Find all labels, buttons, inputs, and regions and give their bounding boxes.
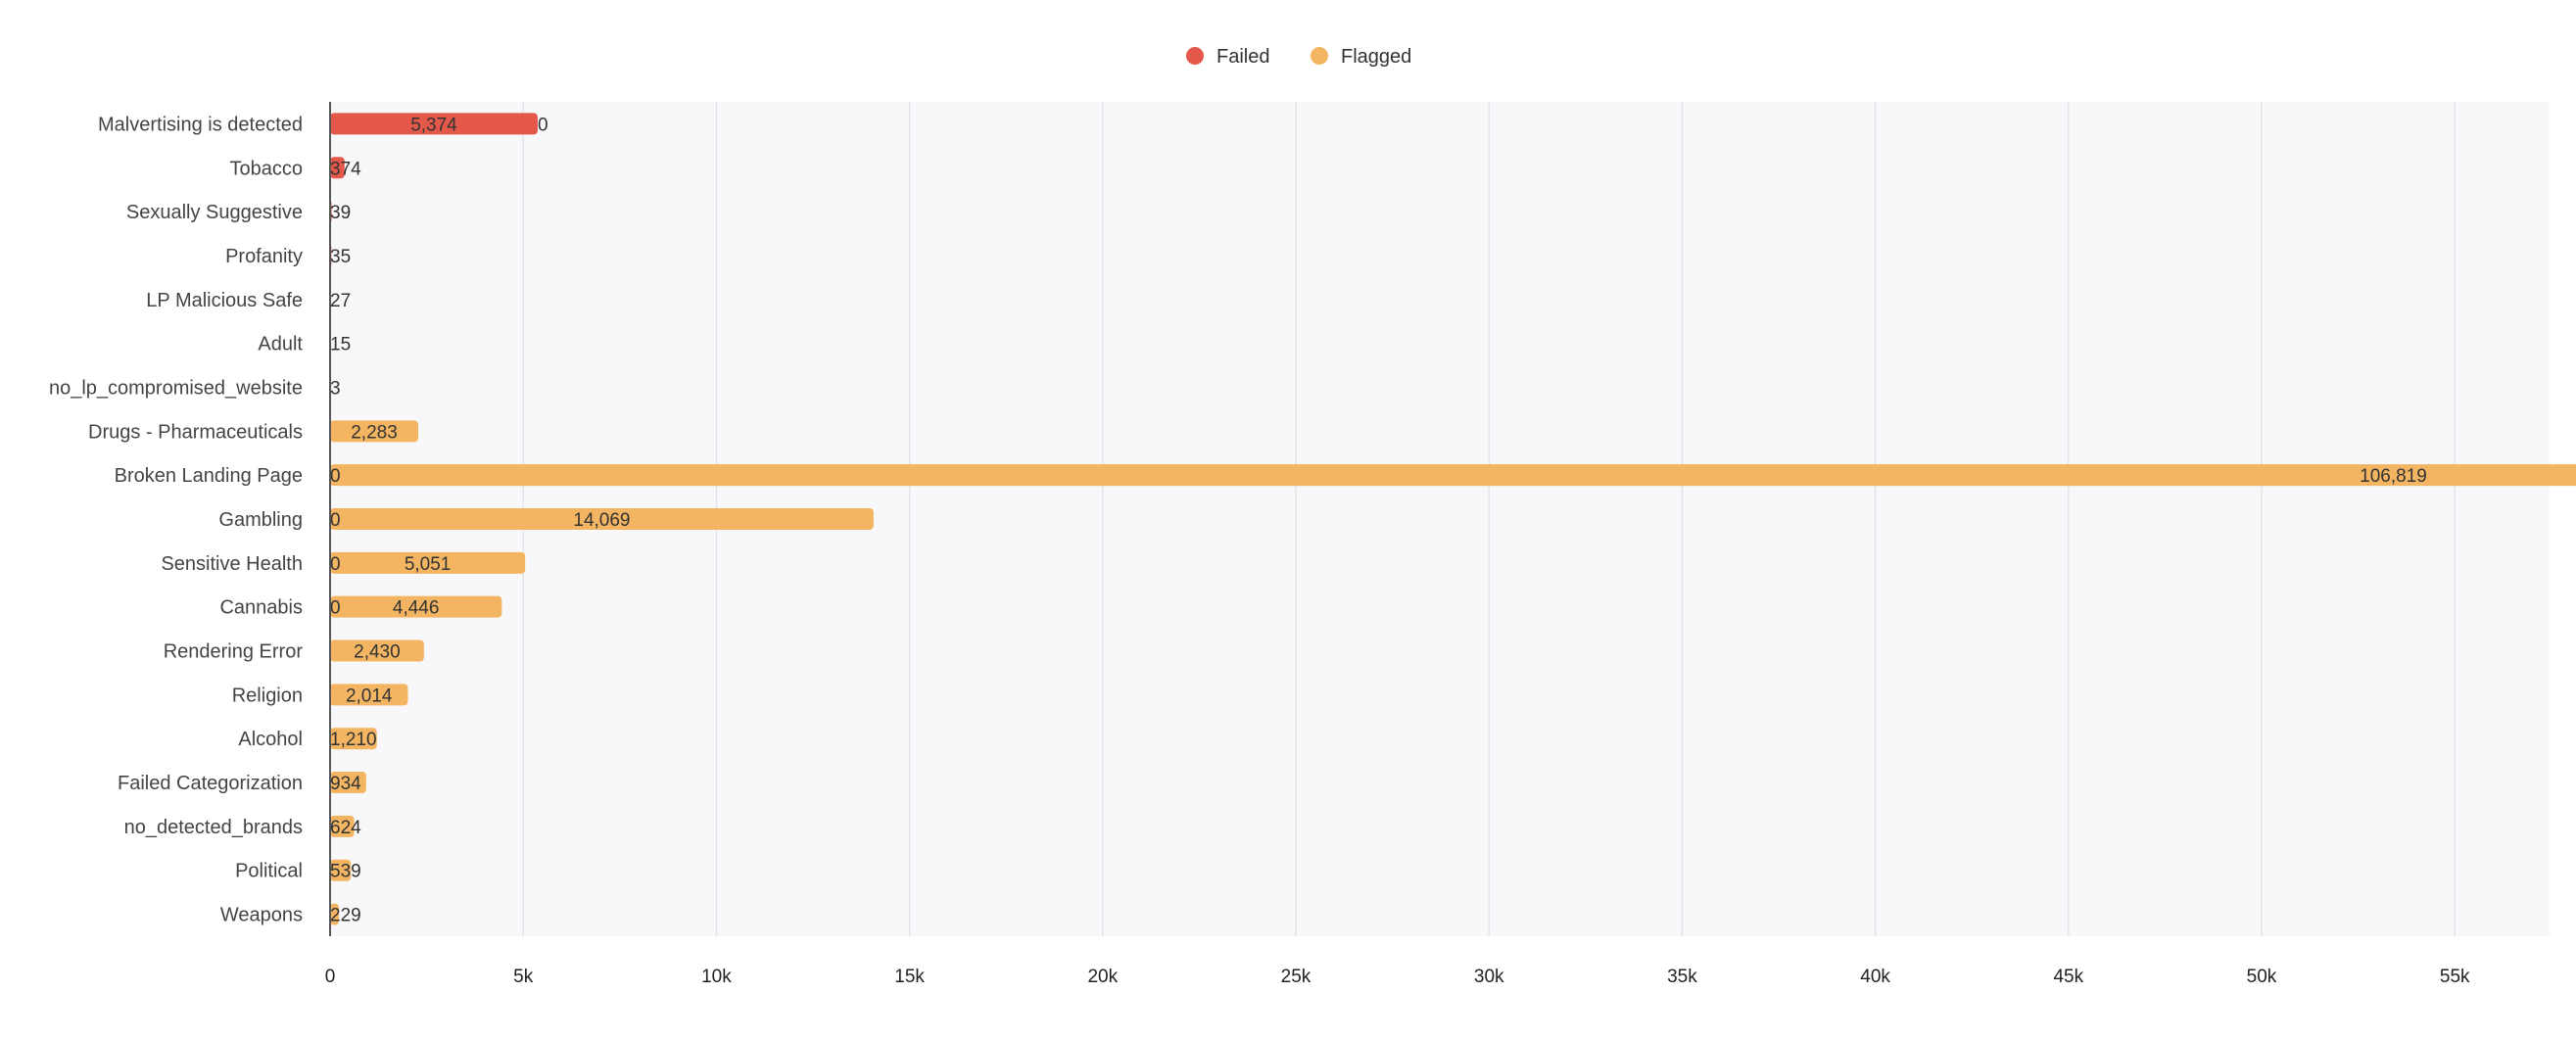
- category-label: Sexually Suggestive: [126, 202, 303, 223]
- legend: Failed Flagged: [1186, 46, 1411, 68]
- legend-label[interactable]: Flagged: [1341, 46, 1411, 68]
- data-label: 27: [330, 291, 351, 311]
- category-labels: Malvertising is detected Tobacco Sexually …: [49, 114, 303, 925]
- x-axis-ticks: 05k10k15k20k25k30k35k40k45k50k55k60k65k7…: [325, 967, 2470, 987]
- category-label: Weapons: [220, 905, 303, 926]
- bar-flagged[interactable]: [330, 551, 526, 574]
- bar-flagged[interactable]: [330, 508, 874, 530]
- bar-flagged[interactable]: [330, 903, 340, 925]
- x-tick-label: 25k: [1281, 967, 1312, 987]
- data-label: 1,210: [330, 730, 377, 750]
- data-label: 0: [330, 466, 341, 487]
- data-label: 374: [330, 159, 361, 179]
- category-label: Alcohol: [238, 729, 303, 750]
- category-label: no_detected_brands: [124, 817, 303, 838]
- x-tick-label: 45k: [2053, 967, 2083, 987]
- data-label: 5,374: [410, 115, 457, 135]
- bar-flagged[interactable]: [330, 639, 424, 662]
- data-label: 624: [330, 818, 361, 838]
- category-label: Tobacco: [230, 158, 304, 179]
- category-label: Rendering Error: [164, 641, 304, 663]
- data-label: 0: [330, 510, 341, 531]
- x-tick-label: 50k: [2247, 967, 2277, 987]
- bar-flagged[interactable]: [330, 815, 355, 837]
- bar-failed[interactable]: [330, 157, 345, 179]
- data-label: 106,819: [2360, 466, 2427, 487]
- data-label: 0: [330, 598, 341, 619]
- category-label: Malvertising is detected: [98, 114, 303, 135]
- bar-flagged[interactable]: [330, 859, 352, 881]
- data-label: 3: [330, 378, 341, 399]
- x-tick-label: 20k: [1087, 967, 1118, 987]
- legend-marker[interactable]: [1186, 47, 1204, 65]
- data-label: 934: [330, 774, 361, 794]
- x-tick-label: 0: [325, 967, 336, 987]
- data-label: 0: [330, 554, 341, 575]
- x-tick-label: 30k: [1474, 967, 1504, 987]
- data-label: 539: [330, 862, 361, 882]
- x-tick-label: 10k: [701, 967, 732, 987]
- x-tick-label: 5k: [513, 967, 534, 987]
- data-label: 229: [330, 906, 361, 926]
- category-label: Sensitive Health: [161, 553, 303, 575]
- x-tick-label: 15k: [894, 967, 925, 987]
- data-label: 14,069: [573, 510, 630, 531]
- category-label: LP Malicious Safe: [146, 290, 303, 311]
- data-label: 15: [330, 335, 351, 355]
- legend-label[interactable]: Failed: [1216, 46, 1269, 68]
- category-label: Profanity: [225, 246, 303, 267]
- bar-flagged[interactable]: [330, 420, 419, 443]
- data-label: 2,283: [351, 422, 398, 443]
- category-label: Failed Categorization: [118, 773, 303, 794]
- x-tick-label: 55k: [2440, 967, 2470, 987]
- legend-marker[interactable]: [1311, 47, 1328, 65]
- bar-flagged[interactable]: [330, 728, 377, 750]
- category-label: Cannabis: [219, 597, 303, 619]
- bar-flagged[interactable]: [330, 684, 408, 706]
- x-tick-label: 35k: [1667, 967, 1697, 987]
- bar-flagged[interactable]: [330, 595, 502, 618]
- data-label: 2,430: [354, 642, 401, 663]
- data-label: 2,014: [346, 685, 393, 706]
- data-label: 0: [538, 115, 549, 135]
- data-label: 39: [330, 203, 351, 223]
- x-tick-label: 40k: [1860, 967, 1890, 987]
- category-label: Broken Landing Page: [115, 465, 303, 487]
- data-label: 5,051: [405, 554, 452, 575]
- bar-flagged[interactable]: [330, 464, 2576, 487]
- category-label: Drugs - Pharmaceuticals: [88, 421, 303, 443]
- category-label: Adult: [258, 334, 303, 355]
- category-label: Religion: [232, 685, 303, 706]
- data-label: 35: [330, 247, 351, 267]
- bars: [330, 113, 2576, 925]
- data-labels: 5,374 0 374 39 35 27 15 3 2,283 0 106,819 0 14,069 0 5…: [330, 115, 2427, 925]
- category-label: Political: [235, 861, 303, 882]
- bar-flagged[interactable]: [330, 772, 366, 794]
- category-label: no_lp_compromised_website: [49, 377, 303, 399]
- data-label: 4,446: [393, 598, 440, 619]
- category-label: Gambling: [218, 509, 303, 531]
- bar-failed[interactable]: [330, 113, 538, 135]
